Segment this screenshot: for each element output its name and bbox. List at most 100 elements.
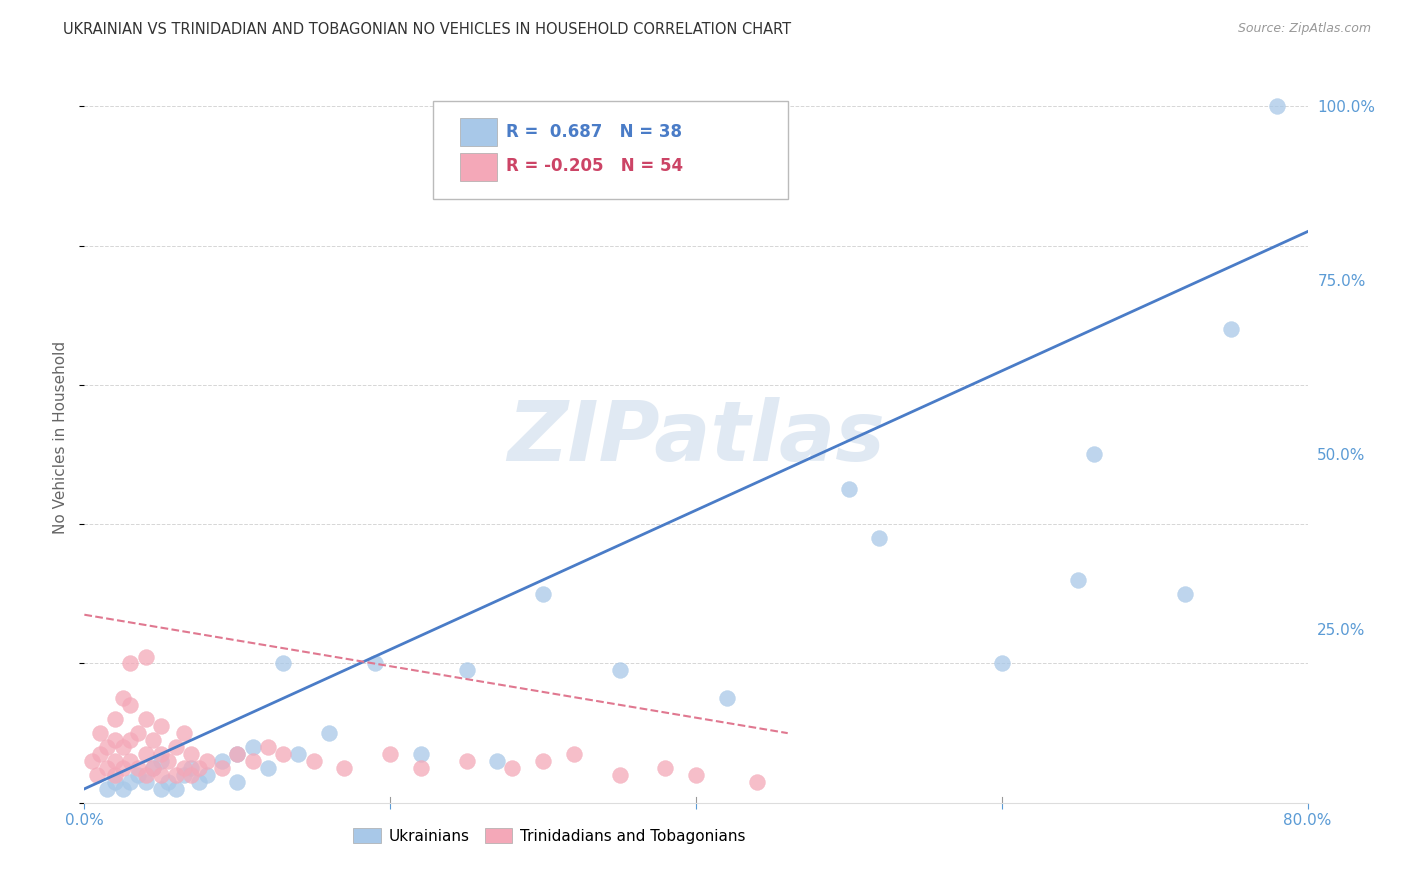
- Point: [456, 664, 478, 678]
- Point: [747, 775, 769, 789]
- Point: [120, 657, 142, 671]
- Point: [89, 747, 111, 761]
- Legend: Ukrainians, Trinidadians and Tobagonians: Ukrainians, Trinidadians and Tobagonians: [347, 822, 751, 850]
- Point: [242, 740, 264, 755]
- Point: [127, 761, 149, 775]
- Point: [86, 768, 108, 782]
- Point: [173, 768, 195, 782]
- Point: [257, 740, 280, 755]
- Point: [991, 657, 1014, 671]
- Point: [80, 754, 103, 768]
- Point: [654, 761, 676, 775]
- Point: [111, 740, 134, 755]
- Point: [257, 761, 280, 775]
- Point: [502, 761, 524, 775]
- Text: ZIPatlas: ZIPatlas: [508, 397, 884, 477]
- Point: [149, 719, 172, 733]
- Point: [486, 754, 509, 768]
- Text: R = -0.205   N = 54: R = -0.205 N = 54: [506, 158, 683, 176]
- Point: [135, 768, 157, 782]
- Point: [869, 531, 891, 545]
- Point: [180, 768, 202, 782]
- Point: [135, 747, 157, 761]
- Point: [165, 781, 187, 796]
- Point: [127, 768, 149, 782]
- Point: [531, 754, 554, 768]
- Point: [271, 657, 294, 671]
- Point: [1067, 573, 1090, 587]
- Point: [333, 761, 356, 775]
- Point: [104, 768, 127, 782]
- Point: [1265, 99, 1288, 113]
- Point: [111, 761, 134, 775]
- Point: [287, 747, 309, 761]
- Y-axis label: No Vehicles in Household: No Vehicles in Household: [53, 341, 69, 533]
- Point: [226, 775, 249, 789]
- Point: [838, 483, 860, 497]
- Point: [104, 775, 127, 789]
- Point: [562, 747, 585, 761]
- Point: [104, 754, 127, 768]
- Point: [149, 747, 172, 761]
- Point: [135, 775, 157, 789]
- Point: [271, 747, 294, 761]
- Point: [1083, 448, 1105, 462]
- Point: [127, 726, 149, 740]
- Point: [89, 726, 111, 740]
- Point: [142, 733, 165, 747]
- Point: [716, 691, 738, 706]
- Point: [226, 747, 249, 761]
- Point: [135, 712, 157, 726]
- Point: [157, 775, 180, 789]
- Point: [211, 754, 233, 768]
- Point: [173, 761, 195, 775]
- Point: [149, 781, 172, 796]
- FancyBboxPatch shape: [433, 101, 787, 200]
- Point: [302, 754, 325, 768]
- Point: [149, 768, 172, 782]
- Point: [609, 768, 631, 782]
- Text: Source: ZipAtlas.com: Source: ZipAtlas.com: [1237, 22, 1371, 36]
- Point: [120, 754, 142, 768]
- Point: [104, 712, 127, 726]
- Point: [173, 726, 195, 740]
- Point: [165, 768, 187, 782]
- Text: UKRAINIAN VS TRINIDADIAN AND TOBAGONIAN NO VEHICLES IN HOUSEHOLD CORRELATION CHA: UKRAINIAN VS TRINIDADIAN AND TOBAGONIAN …: [63, 22, 792, 37]
- Point: [135, 649, 157, 664]
- Point: [149, 754, 172, 768]
- Point: [380, 747, 402, 761]
- Point: [1220, 322, 1243, 336]
- Point: [180, 747, 202, 761]
- Point: [111, 691, 134, 706]
- Point: [211, 761, 233, 775]
- Point: [104, 733, 127, 747]
- Point: [165, 740, 187, 755]
- Point: [96, 781, 118, 796]
- Point: [195, 754, 218, 768]
- Point: [1174, 587, 1197, 601]
- Point: [96, 761, 118, 775]
- Point: [226, 747, 249, 761]
- Point: [685, 768, 707, 782]
- Point: [96, 740, 118, 755]
- FancyBboxPatch shape: [460, 118, 496, 146]
- Point: [364, 657, 387, 671]
- Text: R =  0.687   N = 38: R = 0.687 N = 38: [506, 123, 682, 141]
- Point: [188, 775, 211, 789]
- Point: [409, 761, 432, 775]
- Point: [318, 726, 340, 740]
- Point: [120, 733, 142, 747]
- Point: [142, 761, 165, 775]
- FancyBboxPatch shape: [460, 153, 496, 181]
- Point: [142, 761, 165, 775]
- Point: [242, 754, 264, 768]
- Point: [120, 775, 142, 789]
- Point: [157, 754, 180, 768]
- Point: [180, 761, 202, 775]
- Point: [409, 747, 432, 761]
- Point: [531, 587, 554, 601]
- Point: [195, 768, 218, 782]
- Point: [111, 781, 134, 796]
- Point: [609, 664, 631, 678]
- Point: [188, 761, 211, 775]
